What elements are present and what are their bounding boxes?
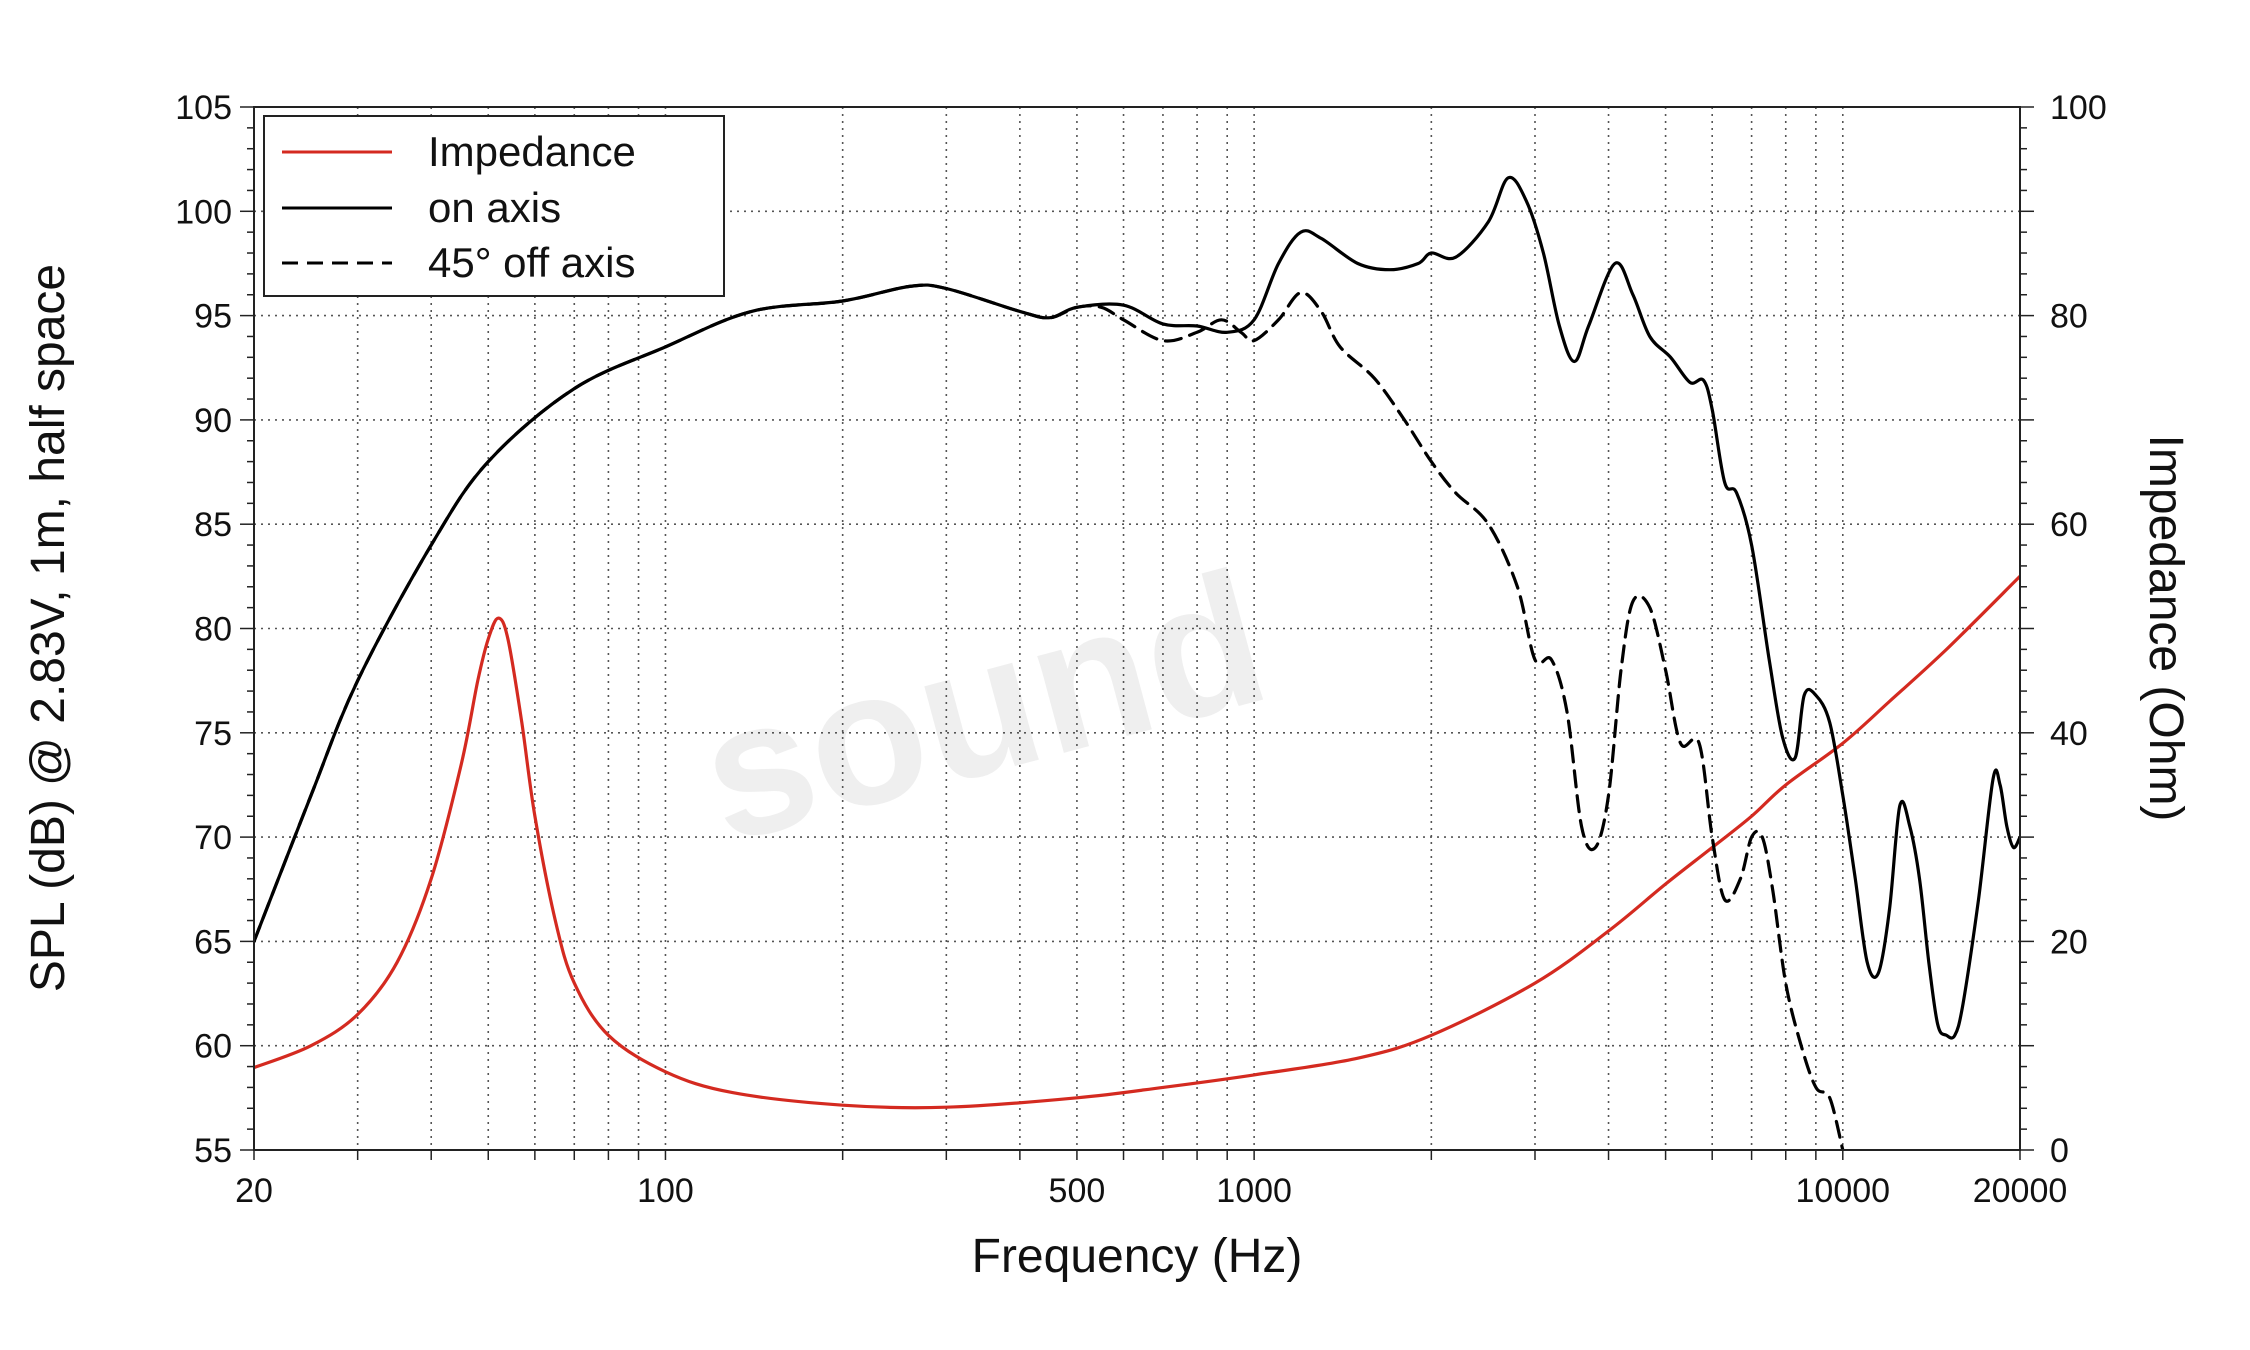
x-tick-label: 1000 — [1216, 1172, 1292, 1210]
y2-tick-label: 20 — [2050, 923, 2088, 961]
y-tick-label: 65 — [194, 923, 232, 961]
watermark: sound — [680, 531, 1285, 883]
legend: Impedance on axis 45° off axis — [263, 115, 725, 297]
y2-axis-title: Impedance (Ohm) — [2139, 435, 2192, 822]
y2-tick-label: 40 — [2050, 715, 2088, 753]
y-tick-label: 60 — [194, 1028, 232, 1066]
legend-box — [263, 115, 725, 297]
series-lines — [254, 175, 2020, 1150]
x-tick-label: 10000 — [1796, 1172, 1891, 1210]
legend-label-on-axis: on axis — [428, 184, 561, 231]
x-tick-label: 100 — [637, 1172, 694, 1210]
y2-tick-label: 60 — [2050, 506, 2088, 544]
y-tick-label: 80 — [194, 611, 232, 649]
y-tick-label: 75 — [194, 715, 232, 753]
legend-label-off-axis: 45° off axis — [428, 239, 635, 286]
y-tick-label: 105 — [175, 89, 232, 127]
grid — [254, 107, 2020, 1150]
y2-tick-label: 0 — [2050, 1132, 2069, 1170]
series-impedance-line — [254, 574, 2020, 1110]
y-tick-label: 95 — [194, 298, 232, 336]
series-on-axis-line — [254, 175, 2020, 1040]
y-axis-title: SPL (dB) @ 2.83V, 1m, half space — [22, 264, 75, 992]
y-tick-label: 55 — [194, 1132, 232, 1170]
watermark-text: sound — [680, 531, 1285, 883]
legend-label-impedance: Impedance — [428, 128, 636, 175]
tick-labels: 55 60 65 70 75 80 85 90 95 100 105 0 20 40 60 80 100 20 10… — [175, 89, 2106, 1210]
x-tick-label: 500 — [1049, 1172, 1106, 1210]
x-tick-label: 20 — [235, 1172, 273, 1210]
y2-tick-label: 80 — [2050, 298, 2088, 336]
x-tick-label: 20000 — [1973, 1172, 2068, 1210]
y2-tick-label: 100 — [2050, 89, 2107, 127]
y-tick-label: 90 — [194, 402, 232, 440]
y-tick-label: 100 — [175, 193, 232, 231]
y-tick-label: 70 — [194, 819, 232, 857]
series-off-axis-line — [254, 283, 1845, 1150]
x-axis-title: Frequency (Hz) — [972, 1230, 1303, 1283]
y-tick-label: 85 — [194, 506, 232, 544]
